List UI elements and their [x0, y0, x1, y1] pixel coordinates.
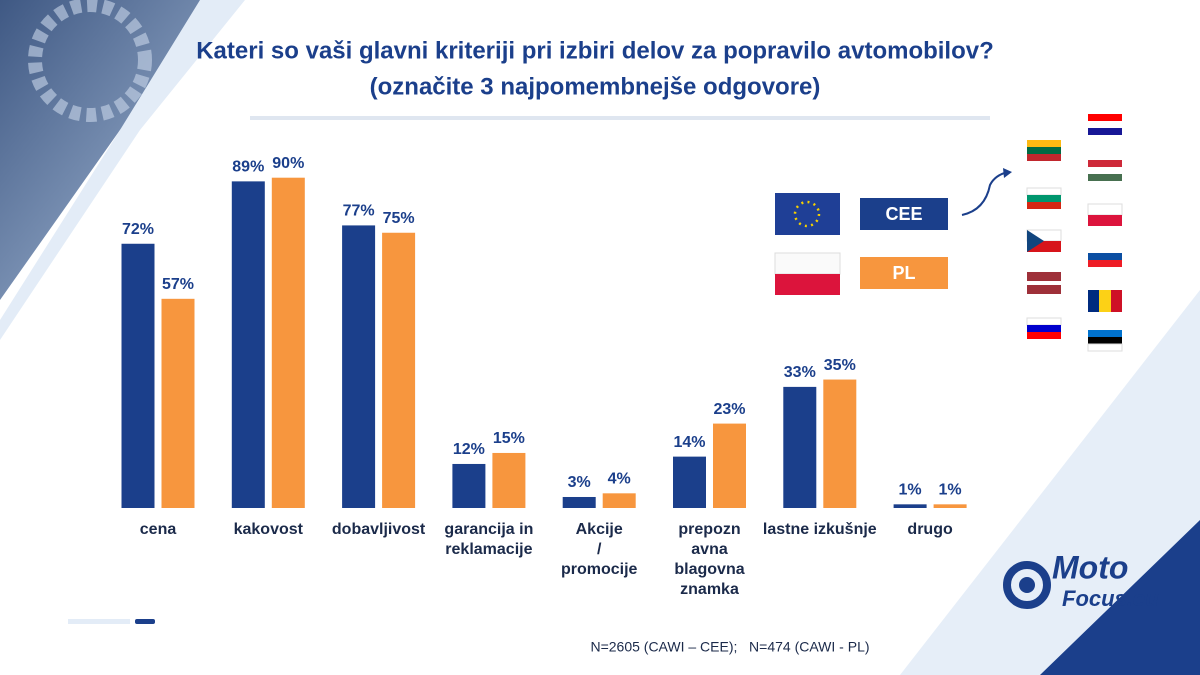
slide-indicator: [135, 619, 155, 624]
bar: [342, 225, 376, 508]
logo-text: Focus.eu: [1062, 586, 1159, 611]
category-label: kakovost: [233, 521, 303, 538]
legend-label: CEE: [885, 204, 922, 224]
legend-label: PL: [892, 263, 915, 283]
value-label: 23%: [713, 401, 745, 418]
value-label: 33%: [784, 364, 816, 381]
bar: [823, 379, 857, 508]
value-label: 15%: [493, 430, 525, 447]
bar: [492, 452, 526, 508]
bar: [893, 504, 927, 508]
bar: [231, 181, 265, 508]
category-label: garancija in reklamacije: [444, 521, 534, 558]
bar: [452, 463, 486, 508]
bar: [783, 386, 817, 508]
value-label: 89%: [232, 159, 264, 176]
category-label: dobavljivost: [331, 521, 426, 538]
category-label: Akcije / promocije: [560, 521, 638, 578]
bar: [562, 496, 596, 508]
category-label: lastne izkušnje: [762, 521, 877, 538]
eu-flag: [775, 193, 840, 235]
corner-decor: [1040, 520, 1200, 675]
category-label: drugo: [907, 521, 953, 538]
arrow: [961, 171, 1009, 216]
country-flags: [1026, 114, 1123, 352]
value-label: 4%: [608, 471, 631, 488]
category-label: cena: [139, 521, 177, 538]
value-label: 57%: [162, 276, 194, 293]
bar: [382, 232, 416, 508]
footnote: N=2605 (CAWI – CEE); N=474 (CAWI - PL): [590, 639, 869, 655]
value-label: 12%: [453, 441, 485, 458]
value-label: 90%: [272, 155, 304, 172]
pl-flag: [774, 252, 841, 295]
corner-decor: [900, 290, 1200, 675]
gear-decor: [28, 0, 152, 122]
slide-indicator: [68, 619, 130, 624]
value-label: 75%: [383, 210, 415, 227]
bar: [271, 177, 305, 508]
arrow-head: [1003, 168, 1012, 178]
value-label: 1%: [899, 482, 922, 499]
bar: [602, 493, 636, 508]
category-label: prepozn avna blagovna znamka: [674, 521, 745, 598]
bar: [933, 504, 967, 508]
legend-swatch: [860, 198, 948, 230]
logo: Moto Focus.eu: [1003, 549, 1159, 611]
subtitle: (označite 3 najpomembnejše odgovore): [370, 73, 821, 100]
bar: [121, 243, 155, 508]
logo-text: Moto: [1052, 549, 1128, 585]
background-image: [0, 0, 230, 300]
title: Kateri so vaši glavni kriteriji pri izbi…: [196, 37, 994, 64]
value-label: 72%: [122, 221, 154, 238]
value-label: 1%: [939, 482, 962, 499]
value-label: 14%: [673, 434, 705, 451]
value-label: 77%: [343, 203, 375, 220]
value-label: 3%: [568, 474, 591, 491]
bar: [673, 456, 706, 508]
bar: [713, 423, 746, 508]
bar: [161, 298, 195, 508]
value-label: 35%: [824, 357, 856, 374]
legend-swatch: [860, 257, 948, 289]
